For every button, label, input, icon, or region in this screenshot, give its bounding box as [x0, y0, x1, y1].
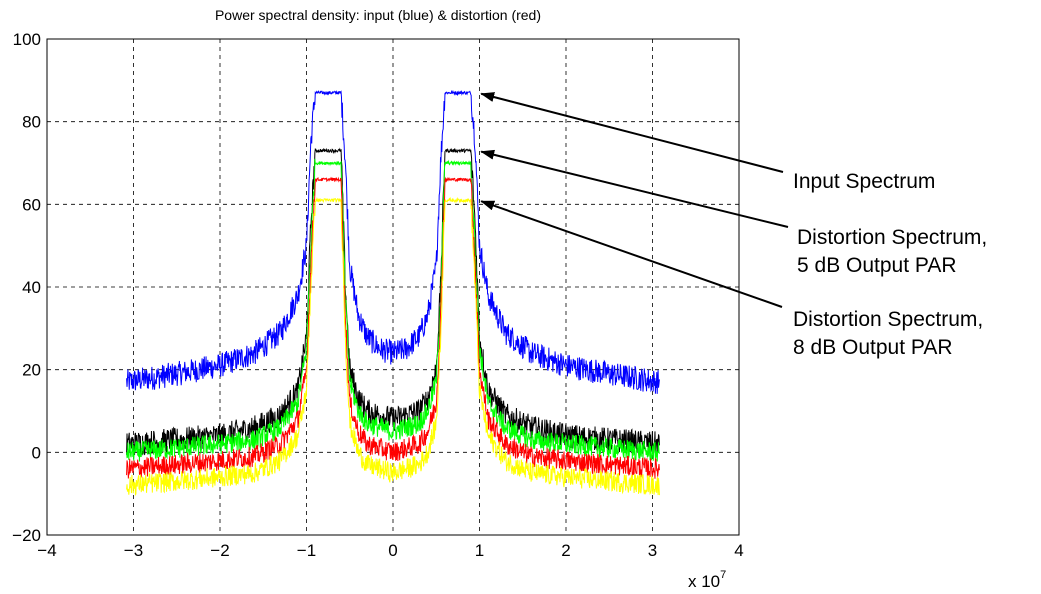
x-tick-label: −3: [124, 541, 143, 560]
x-tick-label: −1: [297, 541, 316, 560]
annotation-text: 5 dB Output PAR: [797, 254, 957, 277]
annotation-text: Input Spectrum: [793, 170, 935, 193]
annotation-2: Distortion Spectrum, 8 dB Output PAR: [480, 200, 983, 359]
x-tick-labels: −4 −3 −2 −1 0 1 2 3 4: [37, 541, 743, 560]
y-tick-label: 60: [22, 195, 41, 214]
x-tick-label: −2: [210, 541, 229, 560]
series-line-0: [126, 89, 660, 394]
y-tick-label: 0: [32, 443, 41, 462]
plot-area-frame: [46, 38, 740, 536]
y-tick-labels: −20 0 20 40 60 80 100: [12, 30, 41, 545]
annotation-1: Distortion Spectrum, 5 dB Output PAR: [480, 149, 987, 277]
y-tick-label: 20: [22, 361, 41, 380]
annotation-arrow: [480, 149, 789, 228]
chart-title: Power spectral density: input (blue) & d…: [215, 7, 541, 23]
series-line-2: [126, 158, 660, 462]
x-tick-label: 0: [388, 541, 397, 560]
x-tick-label: 4: [734, 541, 743, 560]
series-line-4: [126, 196, 660, 496]
annotations: Input Spectrum Distortion Spectrum, 5 dB O…: [480, 92, 987, 359]
annotation-arrow: [480, 92, 784, 173]
x-tick-label: 1: [475, 541, 484, 560]
y-tick-label: −20: [12, 526, 41, 545]
x-multiplier-label: x 107: [688, 569, 726, 591]
x-tick-label: −4: [37, 541, 56, 560]
annotation-text: 8 dB Output PAR: [793, 336, 953, 359]
annotation-text: Distortion Spectrum,: [793, 308, 983, 331]
y-tick-label: 100: [13, 30, 41, 49]
annotation-arrow: [480, 200, 783, 308]
y-tick-label: 40: [22, 278, 41, 297]
y-tick-label: 80: [22, 113, 41, 132]
series-line-3: [126, 176, 660, 479]
x-tick-label: 3: [648, 541, 657, 560]
series-group: [126, 89, 660, 496]
annotation-text: Distortion Spectrum,: [797, 226, 987, 249]
x-tick-label: 2: [561, 541, 570, 560]
annotation-0: Input Spectrum: [480, 92, 935, 193]
